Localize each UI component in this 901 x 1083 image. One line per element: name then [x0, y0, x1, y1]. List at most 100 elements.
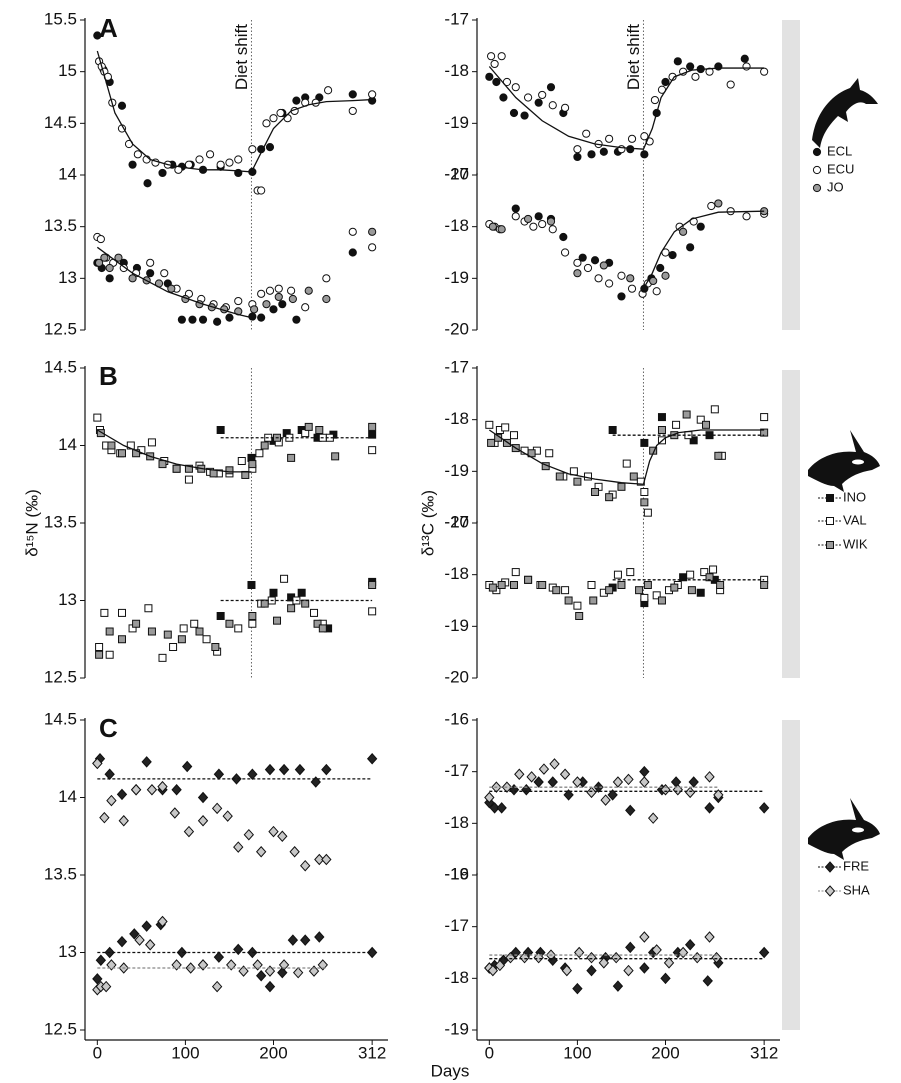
y-tick-label: 13.5 — [44, 512, 77, 531]
y-tick-label: -17 — [444, 9, 469, 28]
data-point — [587, 581, 596, 589]
data-point — [599, 147, 608, 156]
data-point — [368, 243, 377, 252]
data-point — [216, 160, 225, 169]
data-point — [505, 951, 516, 964]
data-point — [195, 155, 204, 164]
legend-label: SHA — [843, 882, 870, 897]
data-point — [700, 568, 709, 577]
data-point — [534, 98, 543, 107]
data-point — [552, 586, 561, 595]
data-point — [523, 214, 533, 224]
y-tick-label: -20 — [444, 667, 469, 686]
data-point — [93, 31, 102, 40]
data-point — [484, 791, 495, 804]
data-point — [269, 114, 278, 123]
data-point — [262, 300, 271, 309]
data-point — [188, 315, 197, 324]
data-point — [686, 243, 695, 252]
data-point — [315, 426, 324, 434]
legend-label: JO — [827, 179, 844, 194]
data-point — [268, 825, 279, 838]
data-point — [116, 788, 128, 801]
data-point — [202, 635, 211, 644]
orca-icon — [808, 798, 880, 860]
y-tick-label: -20 — [444, 164, 469, 183]
annotation: Diet shift — [232, 24, 251, 90]
data-point — [623, 773, 634, 786]
data-point — [605, 134, 614, 143]
data-point — [689, 436, 698, 445]
data-point — [313, 619, 322, 628]
orca-patch — [852, 459, 864, 465]
data-point — [657, 413, 666, 422]
y-tick-label: -18 — [444, 61, 469, 80]
line-series — [96, 246, 252, 319]
data-point — [510, 946, 521, 959]
data-point — [366, 753, 378, 765]
data-point — [497, 225, 506, 234]
data-point — [92, 757, 103, 770]
y-tick-label: -19 — [444, 864, 469, 883]
y-tick-label: -17 — [444, 916, 469, 935]
data-point — [740, 54, 749, 63]
data-point — [704, 931, 715, 943]
data-point — [128, 160, 137, 169]
y-tick-label: -16 — [444, 864, 469, 883]
y-tick-label: 13.5 — [44, 864, 77, 883]
y-tick-label: -17 — [444, 357, 469, 376]
data-point — [705, 573, 714, 582]
data-point — [488, 222, 497, 231]
data-point — [368, 607, 377, 616]
data-point — [141, 920, 152, 932]
data-point — [105, 627, 114, 636]
data-point — [560, 248, 570, 257]
data-point — [308, 965, 320, 977]
data-point — [626, 274, 635, 283]
data-point — [663, 957, 675, 969]
data-point — [265, 286, 275, 295]
side-bar — [782, 720, 800, 1030]
y-tick-label: 12.5 — [44, 319, 77, 338]
data-point — [622, 459, 631, 468]
data-point — [117, 449, 126, 458]
data-point — [640, 150, 649, 159]
data-point — [574, 946, 585, 959]
data-point — [487, 964, 499, 977]
data-point — [668, 250, 677, 260]
data-point — [586, 951, 597, 964]
data-point — [538, 90, 547, 100]
data-point — [538, 219, 547, 229]
data-point — [670, 776, 682, 788]
data-point — [274, 284, 283, 293]
data-point — [573, 258, 582, 267]
line-series — [488, 429, 765, 485]
data-point — [250, 305, 259, 314]
data-point — [198, 315, 208, 324]
data-point — [657, 426, 666, 434]
data-point — [225, 466, 234, 475]
legend-label: VAL — [843, 512, 867, 527]
y-axis-title: δ¹³C (‰) — [418, 490, 437, 556]
data-point — [499, 93, 508, 102]
data-point — [578, 253, 587, 262]
data-point — [297, 588, 306, 597]
data-point — [158, 653, 167, 662]
data-point — [287, 453, 296, 462]
data-point — [692, 951, 703, 964]
data-point — [696, 415, 705, 424]
data-point — [714, 199, 723, 208]
data-point — [652, 591, 661, 600]
data-point — [231, 773, 242, 785]
data-point — [294, 763, 306, 776]
data-point — [265, 143, 275, 152]
data-point — [158, 460, 167, 469]
data-point — [617, 271, 626, 280]
data-point — [318, 624, 327, 633]
data-point — [758, 802, 770, 814]
data-point — [348, 248, 357, 257]
x-tick-label: 312 — [750, 1043, 778, 1062]
orca-icon — [808, 430, 880, 492]
data-point — [288, 294, 297, 304]
